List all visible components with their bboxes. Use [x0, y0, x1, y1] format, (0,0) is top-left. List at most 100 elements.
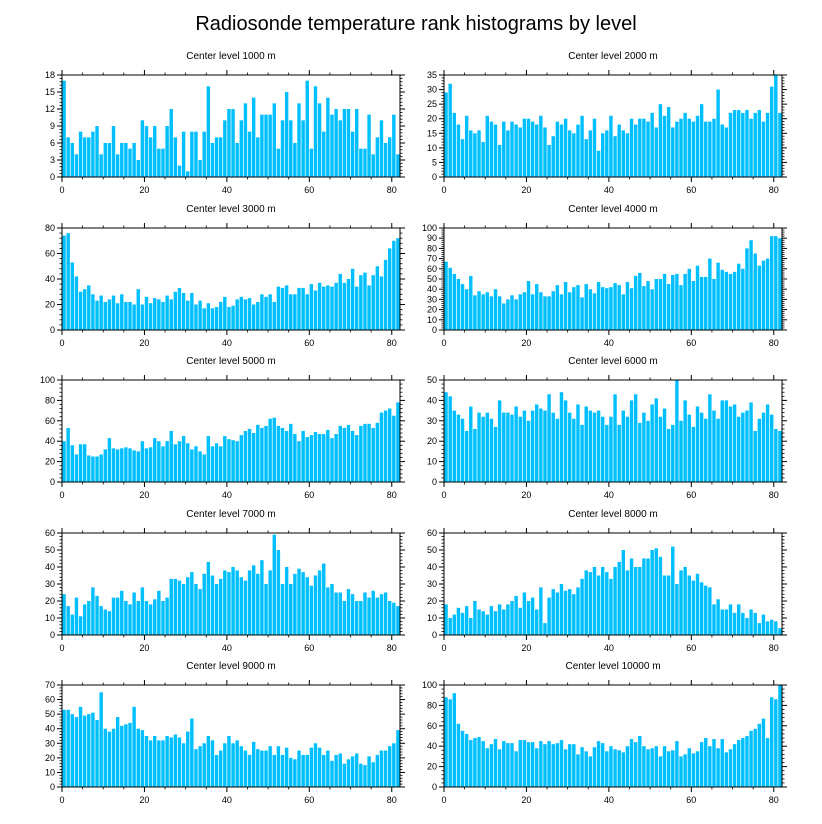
bar — [650, 112, 654, 177]
bar — [326, 285, 330, 331]
bar — [243, 750, 248, 787]
bar — [473, 601, 477, 635]
bar — [778, 431, 782, 482]
y-tick-label: 80 — [427, 700, 437, 710]
bar — [247, 570, 252, 635]
bar — [235, 299, 239, 330]
bar — [103, 143, 107, 177]
bar — [704, 738, 708, 787]
bar — [687, 748, 691, 787]
bar — [609, 287, 613, 330]
bar — [514, 406, 518, 482]
bar — [272, 417, 276, 482]
bar — [691, 281, 696, 330]
bar — [753, 431, 757, 482]
bar — [732, 612, 737, 635]
bar — [350, 756, 355, 787]
bar — [699, 104, 704, 177]
bar — [753, 253, 757, 330]
bar — [326, 97, 330, 177]
bar — [588, 410, 593, 482]
bar — [704, 418, 708, 482]
y-tick-label: 60 — [45, 416, 55, 426]
bar — [334, 282, 338, 330]
bar — [646, 121, 650, 177]
bar — [120, 448, 124, 482]
panel-title: Center level 9000 m — [186, 661, 276, 672]
bar — [301, 572, 305, 635]
bar — [563, 282, 568, 330]
bar — [580, 578, 584, 635]
bar — [662, 273, 667, 330]
x-tick-label: 0 — [441, 795, 446, 805]
bar — [769, 86, 774, 177]
bar — [765, 738, 770, 787]
bar — [555, 285, 560, 330]
bar — [144, 601, 149, 635]
bar — [243, 103, 248, 177]
bar — [136, 601, 140, 635]
x-tick-label: 60 — [304, 338, 314, 348]
bar — [165, 597, 169, 635]
bar — [638, 272, 642, 330]
x-tick-label: 40 — [222, 643, 232, 653]
bar — [301, 120, 305, 177]
bar — [712, 410, 716, 482]
y-tick-label: 20 — [427, 305, 437, 315]
bar — [625, 282, 630, 330]
bar — [712, 604, 716, 635]
bar — [128, 148, 132, 177]
bar — [559, 392, 564, 482]
bar — [695, 265, 700, 330]
bar — [153, 599, 157, 635]
bar — [124, 143, 128, 177]
bar — [576, 285, 580, 330]
x-tick-label: 20 — [139, 185, 149, 195]
plot-frame — [443, 74, 783, 178]
bar — [115, 449, 120, 482]
bar — [375, 597, 380, 635]
bar — [173, 137, 178, 177]
bar — [313, 86, 318, 177]
bar — [87, 137, 91, 177]
bar — [198, 589, 202, 635]
bar — [769, 236, 774, 330]
y-tick-label: 30 — [45, 738, 55, 748]
y-tick-label: 10 — [427, 143, 437, 153]
bar — [363, 148, 367, 177]
bar — [675, 584, 679, 635]
bar — [778, 628, 782, 635]
bar — [309, 585, 314, 635]
bar — [526, 281, 531, 330]
bar — [326, 750, 330, 787]
bar — [720, 739, 724, 787]
bar — [243, 580, 248, 635]
bar — [280, 754, 285, 787]
bar — [214, 584, 219, 635]
bar — [223, 436, 227, 482]
x-tick-label: 20 — [139, 643, 149, 653]
bar — [260, 294, 264, 330]
bar — [481, 294, 485, 330]
bar — [124, 447, 128, 482]
bar — [444, 92, 448, 177]
bar — [621, 410, 626, 482]
bar — [153, 736, 157, 787]
bar — [683, 754, 687, 787]
bar — [157, 148, 161, 177]
bar — [621, 294, 626, 330]
bar — [190, 293, 194, 330]
x-tick-label: 60 — [304, 795, 314, 805]
bar — [359, 601, 363, 635]
bar — [95, 300, 99, 330]
bar — [502, 303, 506, 330]
bar — [464, 733, 469, 787]
bar — [464, 115, 469, 177]
bar — [371, 154, 375, 177]
bar — [161, 148, 165, 177]
bar — [535, 609, 539, 635]
y-tick-label: 20 — [427, 762, 437, 772]
bar — [190, 449, 194, 482]
bar — [477, 609, 481, 635]
